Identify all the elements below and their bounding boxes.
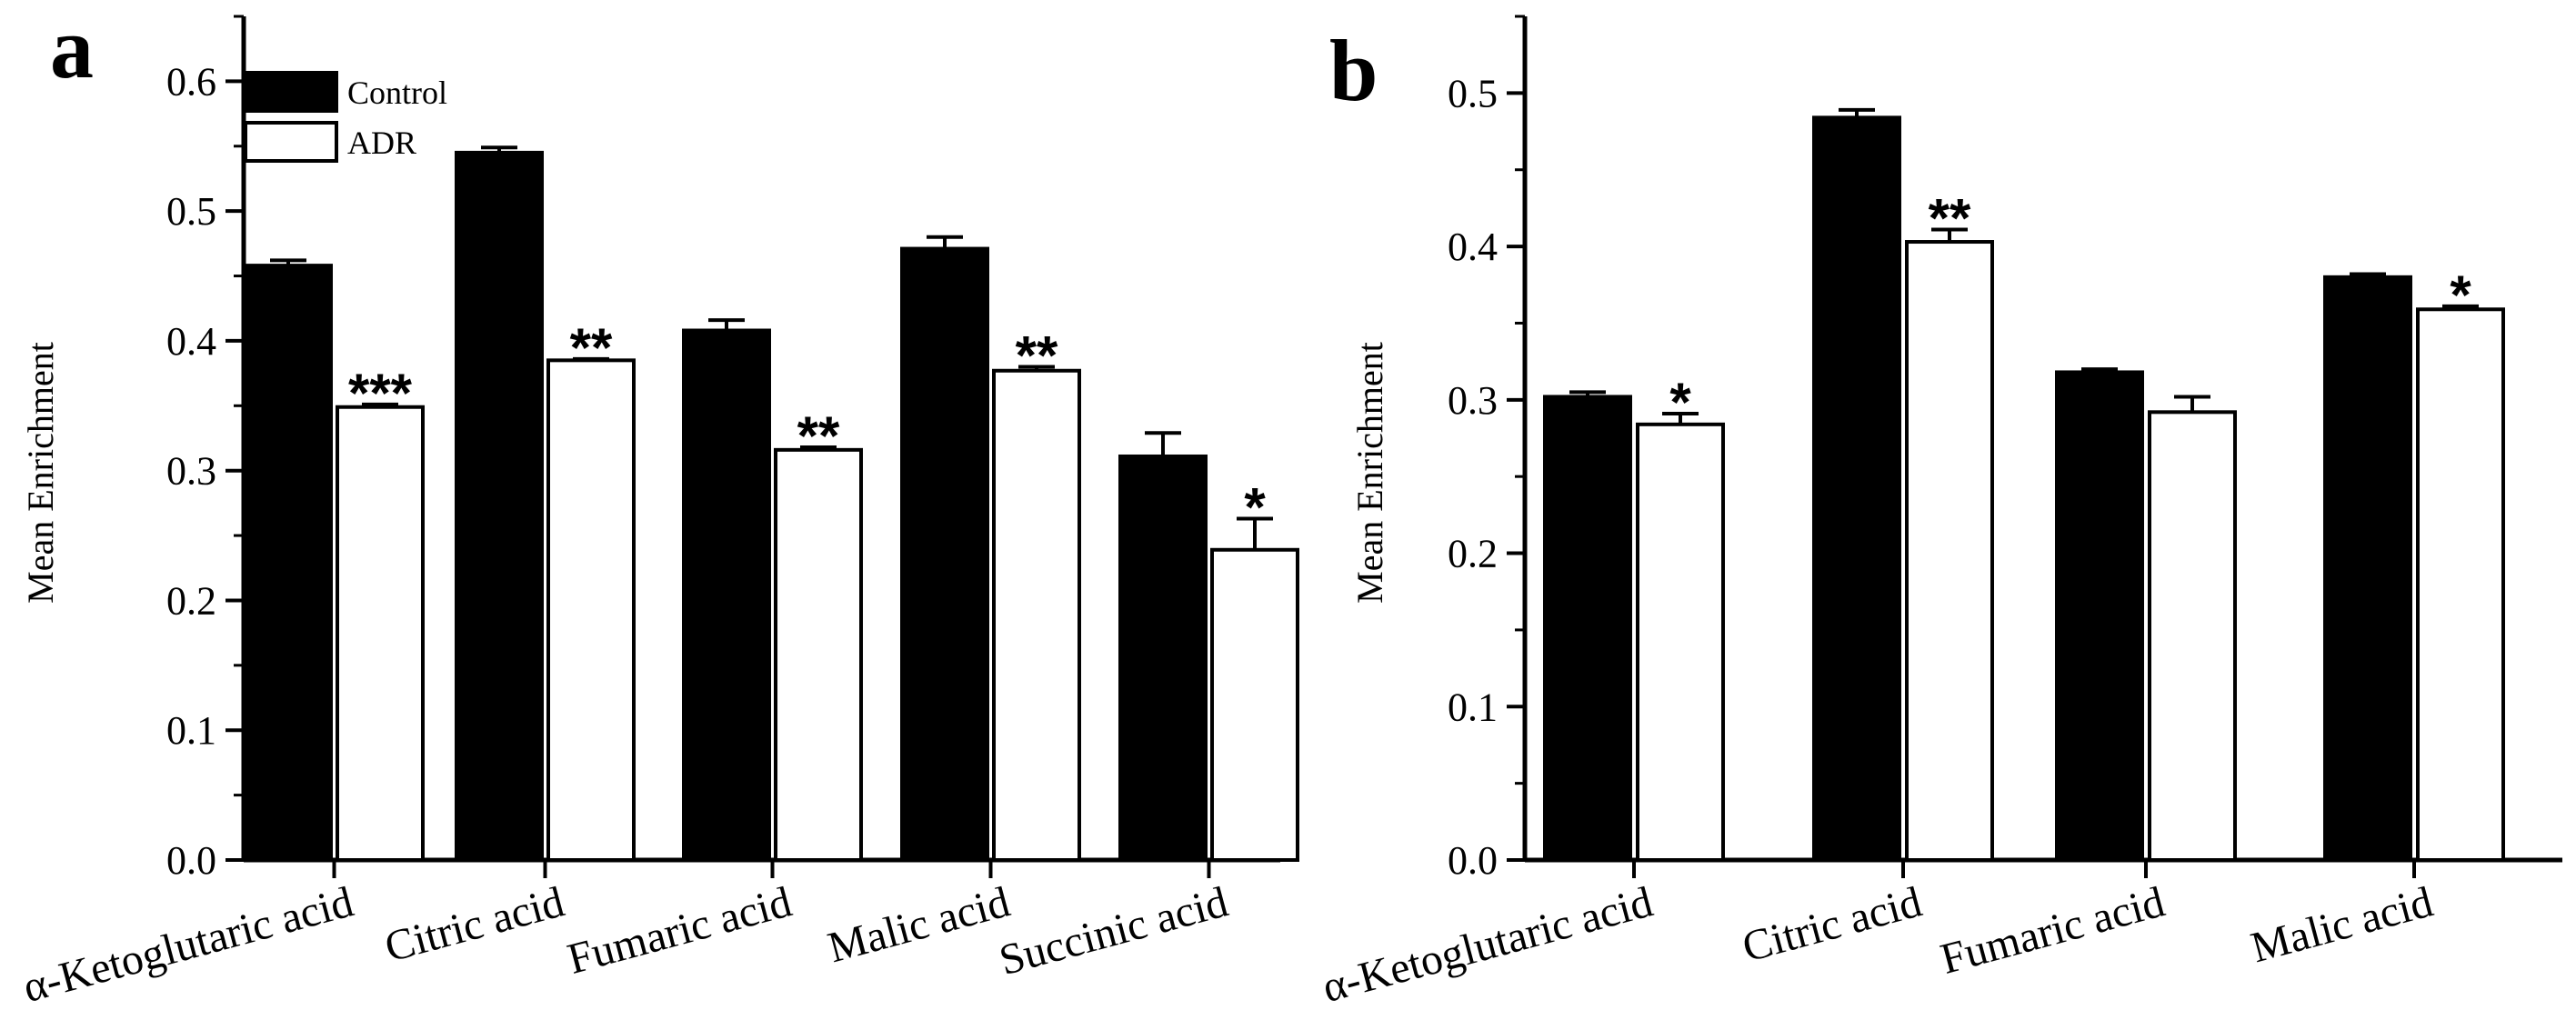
- y-tick-label: 0.6: [166, 59, 216, 104]
- x-category-label: α-Ketoglutaric acid: [18, 877, 358, 1012]
- bar-adr: [1636, 422, 1725, 862]
- y-tick-label: 0.0: [1448, 838, 1498, 883]
- bar-control: [1812, 115, 1901, 863]
- legend: Control ADR: [244, 71, 447, 163]
- significance-marker: *: [2450, 265, 2471, 325]
- x-category-label: Malic acid: [2246, 877, 2438, 972]
- significance-marker: *: [1244, 477, 1266, 538]
- bar-adr: [992, 368, 1081, 862]
- x-category-label: Citric acid: [380, 877, 569, 971]
- significance-marker: **: [570, 317, 613, 378]
- bar-adr: [1905, 240, 1994, 862]
- y-tick-label: 0.0: [166, 838, 216, 883]
- panel-b-label: b: [1329, 22, 1378, 119]
- significance-marker: *: [1669, 372, 1691, 433]
- legend-swatch-adr: [244, 121, 338, 163]
- bar-adr: [2148, 410, 2237, 862]
- x-category-label: Fumaric acid: [1936, 877, 2170, 983]
- bar-control: [244, 264, 333, 862]
- bar-control: [2323, 275, 2412, 862]
- bar-adr: [546, 358, 636, 863]
- x-category-label: Malic acid: [823, 877, 1015, 972]
- y-tick-label: 0.4: [1448, 225, 1498, 269]
- bar-control: [1118, 454, 1208, 862]
- y-axis-label: Mean Enrichment: [20, 342, 61, 604]
- bar-control: [900, 246, 989, 862]
- x-category-label: Citric acid: [1738, 877, 1927, 971]
- bar-control: [2055, 370, 2144, 862]
- significance-marker: **: [1929, 188, 1971, 249]
- bar-adr: [774, 447, 863, 862]
- bar-adr: [336, 405, 425, 862]
- y-tick-label: 0.3: [166, 449, 216, 494]
- legend-label: ADR: [347, 125, 416, 161]
- y-tick-label: 0.2: [1448, 532, 1498, 576]
- y-tick-label: 0.1: [1448, 685, 1498, 729]
- panel-a-label: a: [50, 0, 94, 96]
- bar-control: [1543, 395, 1632, 862]
- y-axis-label: Mean Enrichment: [1349, 342, 1390, 604]
- significance-marker: **: [1016, 325, 1058, 385]
- y-tick-label: 0.2: [166, 578, 216, 623]
- panel-b: b 0.0 0.1 0.2 0.3 0.4 0.5 Mean Enrichment * α-Ke…: [1318, 15, 2562, 1012]
- legend-swatch-control: [244, 71, 338, 113]
- y-tick-label: 0.5: [166, 189, 216, 234]
- y-tick-label: 0.1: [166, 708, 216, 753]
- x-category-label: Fumaric acid: [563, 877, 797, 983]
- significance-marker: ***: [348, 363, 413, 424]
- y-tick-label: 0.5: [1448, 71, 1498, 115]
- y-tick-label: 0.3: [1448, 378, 1498, 423]
- bar-adr: [2416, 307, 2505, 862]
- legend-label: Control: [347, 75, 447, 111]
- bar-control: [682, 328, 771, 862]
- significance-marker: **: [797, 405, 840, 466]
- y-tick-label: 0.4: [166, 319, 216, 364]
- bar-adr: [1210, 547, 1299, 863]
- x-category-label: α-Ketoglutaric acid: [1318, 877, 1658, 1012]
- x-category-label: Succinic acid: [995, 877, 1233, 985]
- bar-control: [455, 150, 544, 862]
